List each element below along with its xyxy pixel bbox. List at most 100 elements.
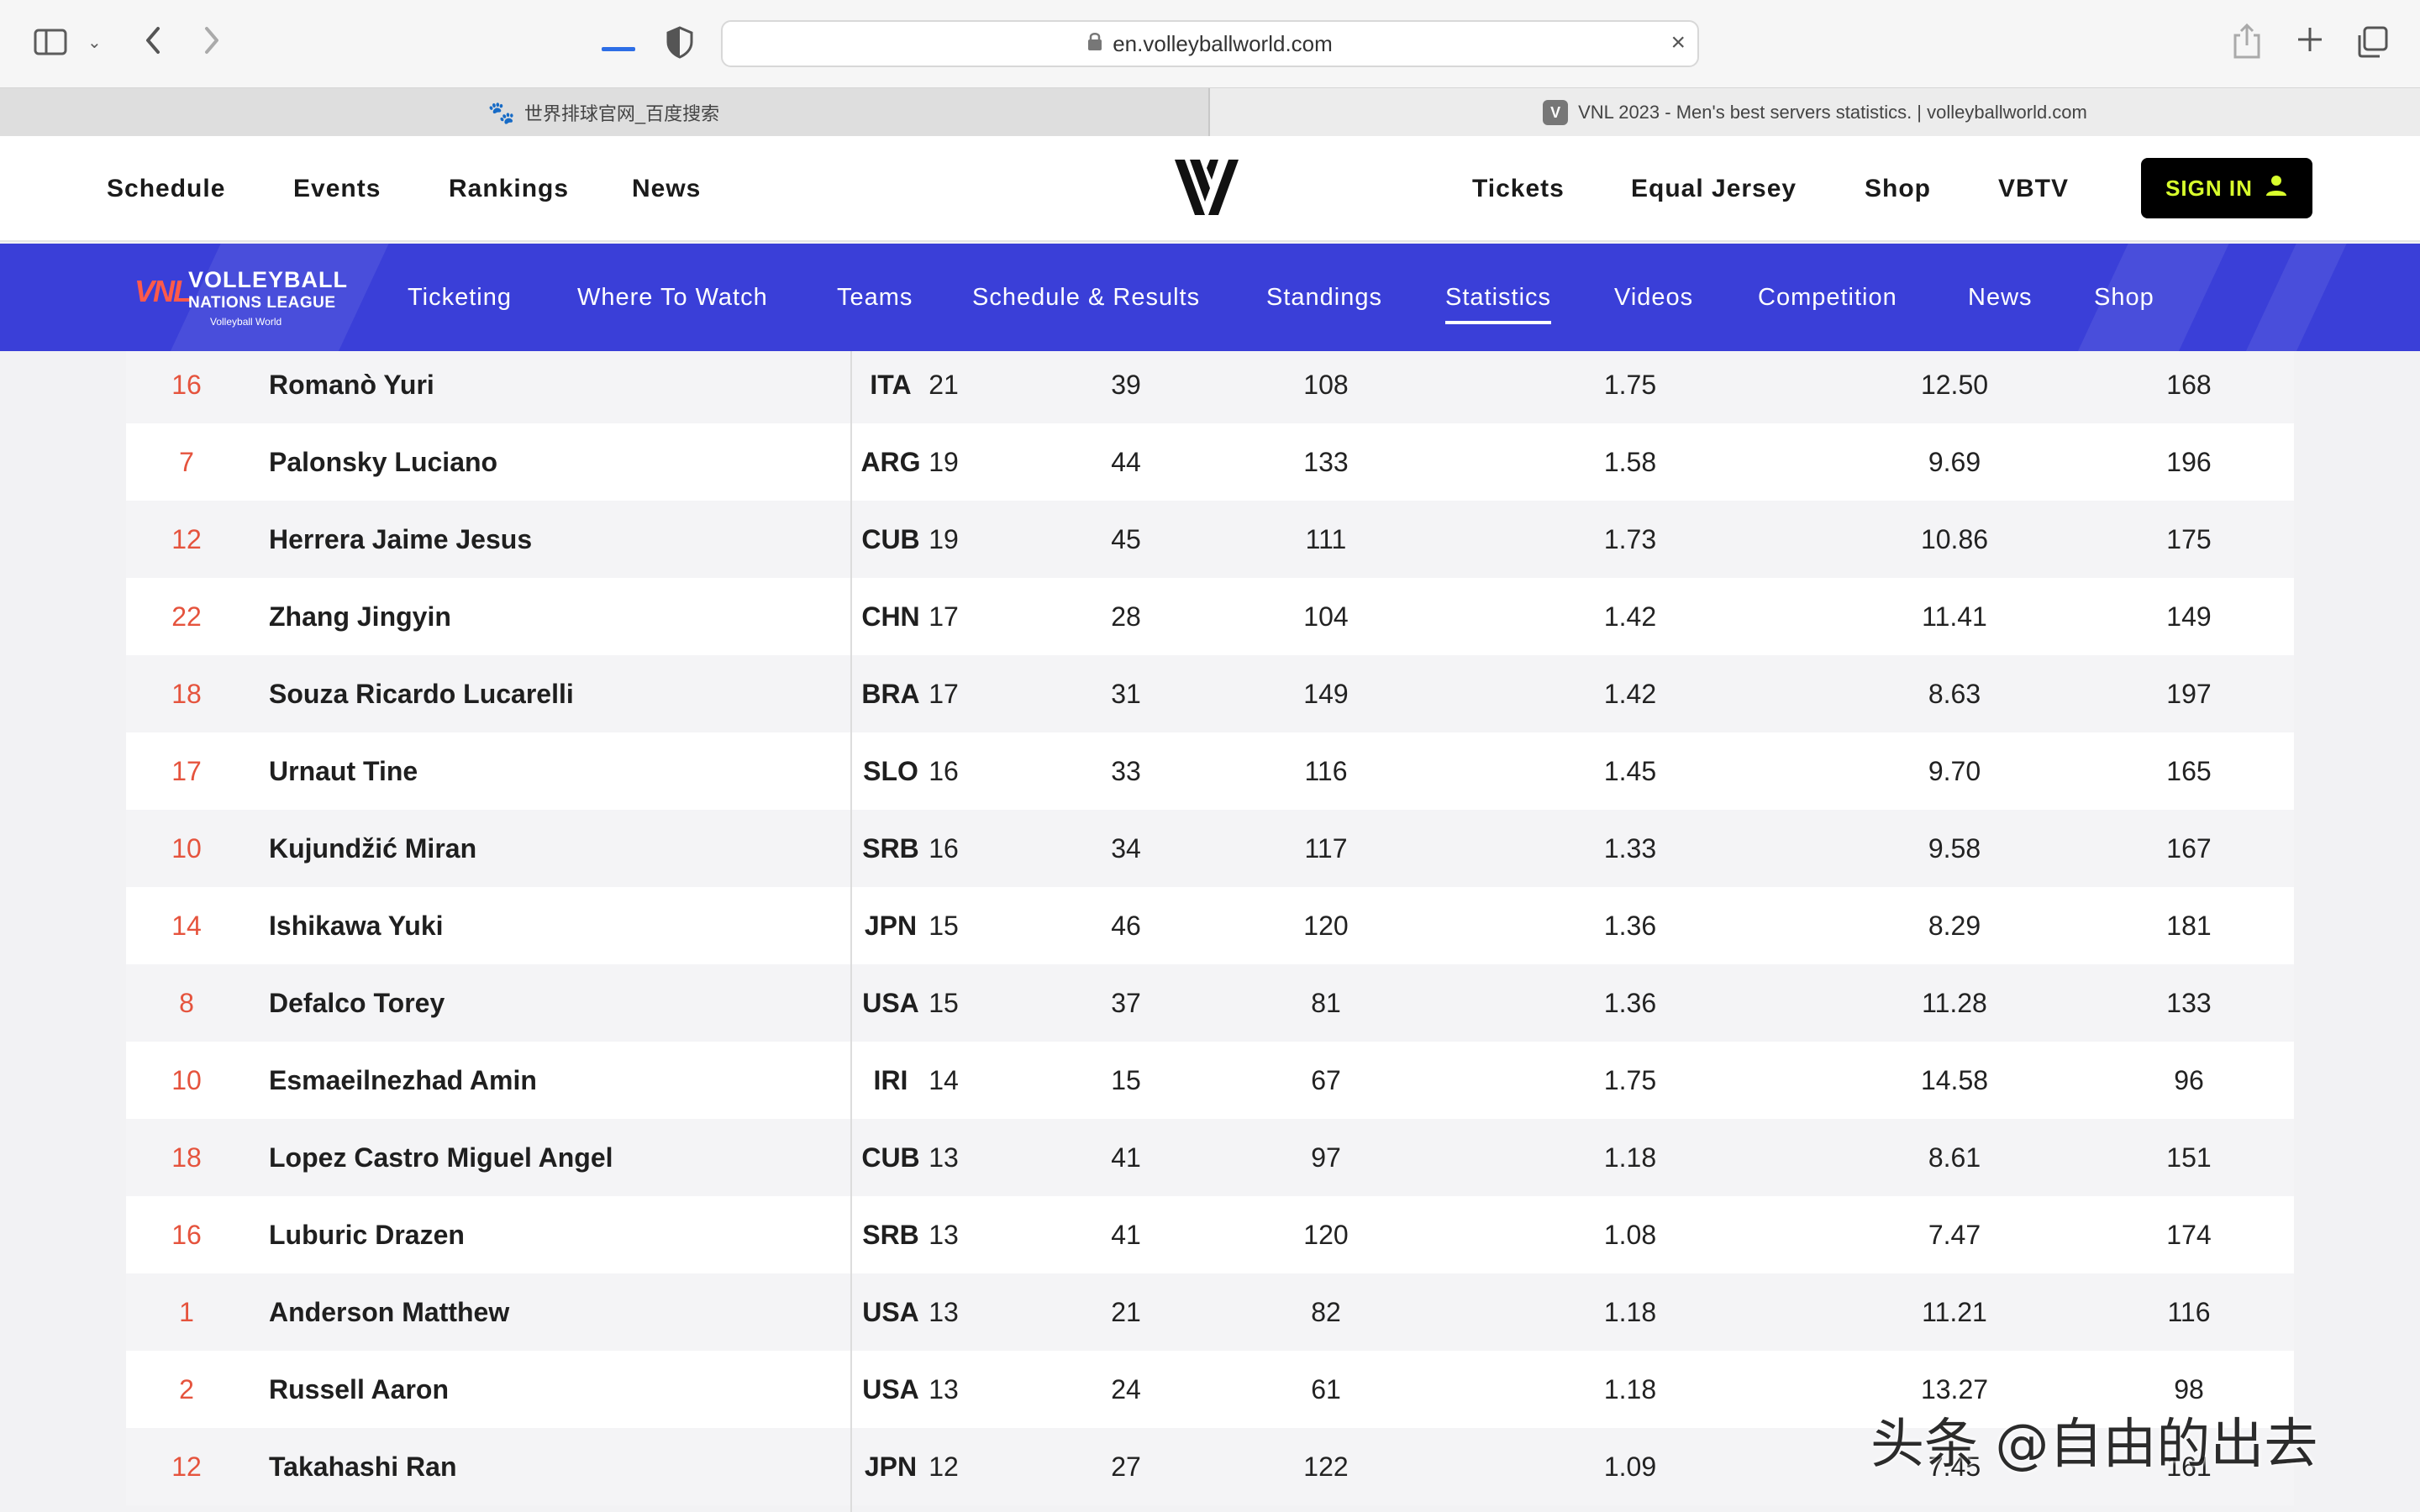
nav-news[interactable]: News [632,175,702,202]
subnav-standings[interactable]: Standings [1266,283,1382,311]
stat-value-3: 67 [1311,1064,1341,1095]
table-row[interactable]: 16 Luburic Drazen SRB 13 41 120 1.08 7.47 174 [126,1196,2294,1273]
tab-vnl-statistics[interactable]: V VNL 2023 - Men's best servers statisti… [1210,88,2420,137]
nav-events[interactable]: Events [293,175,381,202]
team-code: IRI [873,1064,908,1095]
player-name: Ishikawa Yuki [269,910,444,941]
reader-minus-icon[interactable] [602,40,635,56]
stat-value-6: 168 [2166,369,2212,400]
nav-shop[interactable]: Shop [1865,175,1931,202]
player-name: Lopez Castro Miguel Angel [269,1142,613,1173]
stat-value-6: 98 [2174,1373,2204,1404]
subnav-where-to-watch[interactable]: Where To Watch [577,283,768,311]
stat-value-6: 175 [2166,523,2212,554]
table-row[interactable]: 16 Romanò Yuri ITA 21 39 108 1.75 12.50 168 [126,351,2294,423]
stat-value-5: 12.50 [1920,369,1989,400]
volleyball-world-logo-icon[interactable] [1171,155,1242,225]
back-icon[interactable] [141,22,165,62]
stat-value-1: 21 [929,369,959,400]
column-divider [850,351,852,1512]
stat-value-3: 97 [1311,1142,1341,1173]
stat-value-4: 1.36 [1603,910,1657,941]
stat-value-3: 120 [1303,1219,1349,1250]
table-row[interactable]: 8 Defalco Torey USA 15 37 81 1.36 11.28 133 [126,964,2294,1042]
stat-value-3: 81 [1311,987,1341,1018]
nav-schedule[interactable]: Schedule [107,175,226,202]
player-name: Anderson Matthew [269,1296,510,1327]
privacy-shield-icon[interactable] [666,25,694,62]
stat-value-5: 13.27 [1920,1373,1989,1404]
clear-url-icon[interactable]: × [1670,29,1686,56]
new-tab-icon[interactable] [2296,25,2324,57]
stat-value-1: 16 [929,755,959,786]
table-row[interactable]: 12 Takahashi Ran JPN 12 27 122 1.09 7.45 161 [126,1428,2294,1505]
address-bar[interactable]: en.volleyballworld.com × [721,20,1699,67]
table-row[interactable]: 17 Urnaut Tine SLO 16 33 116 1.45 9.70 165 [126,732,2294,810]
tab-overview-icon[interactable] [2356,25,2390,62]
stat-value-6: 149 [2166,601,2212,632]
team-code: BRA [861,678,920,709]
vnl-mark-icon: VNL [134,274,192,308]
player-number: 7 [179,446,194,477]
table-row[interactable]: 12 Herrera Jaime Jesus CUB 19 45 111 1.73 10.86… [126,501,2294,578]
nav-equal-jersey[interactable]: Equal Jersey [1631,175,1797,202]
forward-icon[interactable] [200,22,224,62]
site-header: Schedule Events Rankings News Tickets Eq… [0,136,2420,242]
stat-value-3: 122 [1303,1451,1349,1482]
stat-value-4: 1.75 [1603,1064,1657,1095]
stat-value-2: 28 [1111,601,1141,632]
subnav-ticketing[interactable]: Ticketing [408,283,512,311]
table-row[interactable]: 7 Palonsky Luciano ARG 19 44 133 1.58 9.69 196 [126,423,2294,501]
vnl-logo-line1: VOLLEYBALL [188,267,348,292]
stat-value-4: 1.58 [1603,446,1657,477]
stat-value-4: 1.33 [1603,832,1657,864]
table-row[interactable]: 2 Russell Aaron USA 13 24 61 1.18 13.27 98 [126,1351,2294,1428]
sidebar-toggle-icon[interactable] [34,25,69,62]
stat-value-6: 165 [2166,755,2212,786]
stat-value-2: 41 [1111,1219,1141,1250]
subnav-shop[interactable]: Shop [2094,283,2154,311]
subnav-statistics[interactable]: Statistics [1445,244,1552,351]
chevron-down-icon[interactable]: ⌄ [87,32,102,52]
share-icon[interactable] [2232,22,2262,64]
stat-value-3: 117 [1304,832,1348,864]
nav-rankings[interactable]: Rankings [449,175,570,202]
team-code: SRB [862,832,919,864]
stat-value-6: 174 [2166,1219,2212,1250]
table-row[interactable]: 1 Anderson Matthew USA 13 21 82 1.18 11.21 116 [126,1273,2294,1351]
subnav-videos[interactable]: Videos [1614,283,1694,311]
table-row[interactable]: 10 Kujundžić Miran SRB 16 34 117 1.33 9.58 167 [126,810,2294,887]
player-number: 14 [171,910,202,941]
player-number: 18 [171,678,202,709]
player-number: 16 [171,369,202,400]
subnav-competition[interactable]: Competition [1758,283,1897,311]
stat-value-1: 19 [929,523,959,554]
player-name: Souza Ricardo Lucarelli [269,678,574,709]
subnav-teams[interactable]: Teams [837,283,913,311]
stat-value-2: 45 [1111,523,1141,554]
stat-value-1: 12 [929,1451,959,1482]
browser-toolbar: ⌄ en.volleyballworld.com × [0,0,2420,87]
stat-value-2: 15 [1111,1064,1141,1095]
stat-value-2: 33 [1111,755,1141,786]
stat-value-3: 61 [1311,1373,1341,1404]
stat-value-5: 8.61 [1928,1142,1981,1173]
nav-vbtv[interactable]: VBTV [1998,175,2070,202]
stat-value-6: 133 [2166,987,2212,1018]
table-row[interactable]: 18 Lopez Castro Miguel Angel CUB 13 41 97 1.18… [126,1119,2294,1196]
subnav-news[interactable]: News [1968,283,2033,311]
watermark: 头条 @自由的出去 [1870,1414,2318,1476]
tab-baidu-search[interactable]: 🐾 世界排球官网_百度搜索 [0,88,1210,137]
stat-value-1: 17 [929,678,959,709]
subnav-schedule-results[interactable]: Schedule & Results [972,283,1201,311]
table-row[interactable]: 14 Ishikawa Yuki JPN 15 46 120 1.36 8.29 181 [126,887,2294,964]
table-row[interactable]: 10 Esmaeilnezhad Amin IRI 14 15 67 1.75 14.58 96 [126,1042,2294,1119]
table-row[interactable]: 22 Zhang Jingyin CHN 17 28 104 1.42 11.41 149 [126,578,2294,655]
vnl-logo[interactable]: VNL VOLLEYBALL NATIONS LEAGUE Volleyball… [126,264,378,331]
nav-tickets[interactable]: Tickets [1472,175,1565,202]
sign-in-button[interactable]: SIGN IN [2141,158,2312,218]
player-name: Zhang Jingyin [269,601,451,632]
team-code: CUB [861,1142,920,1173]
table-row[interactable]: 18 Souza Ricardo Lucarelli BRA 17 31 149 1.42 8… [126,655,2294,732]
stat-value-4: 1.73 [1603,523,1657,554]
